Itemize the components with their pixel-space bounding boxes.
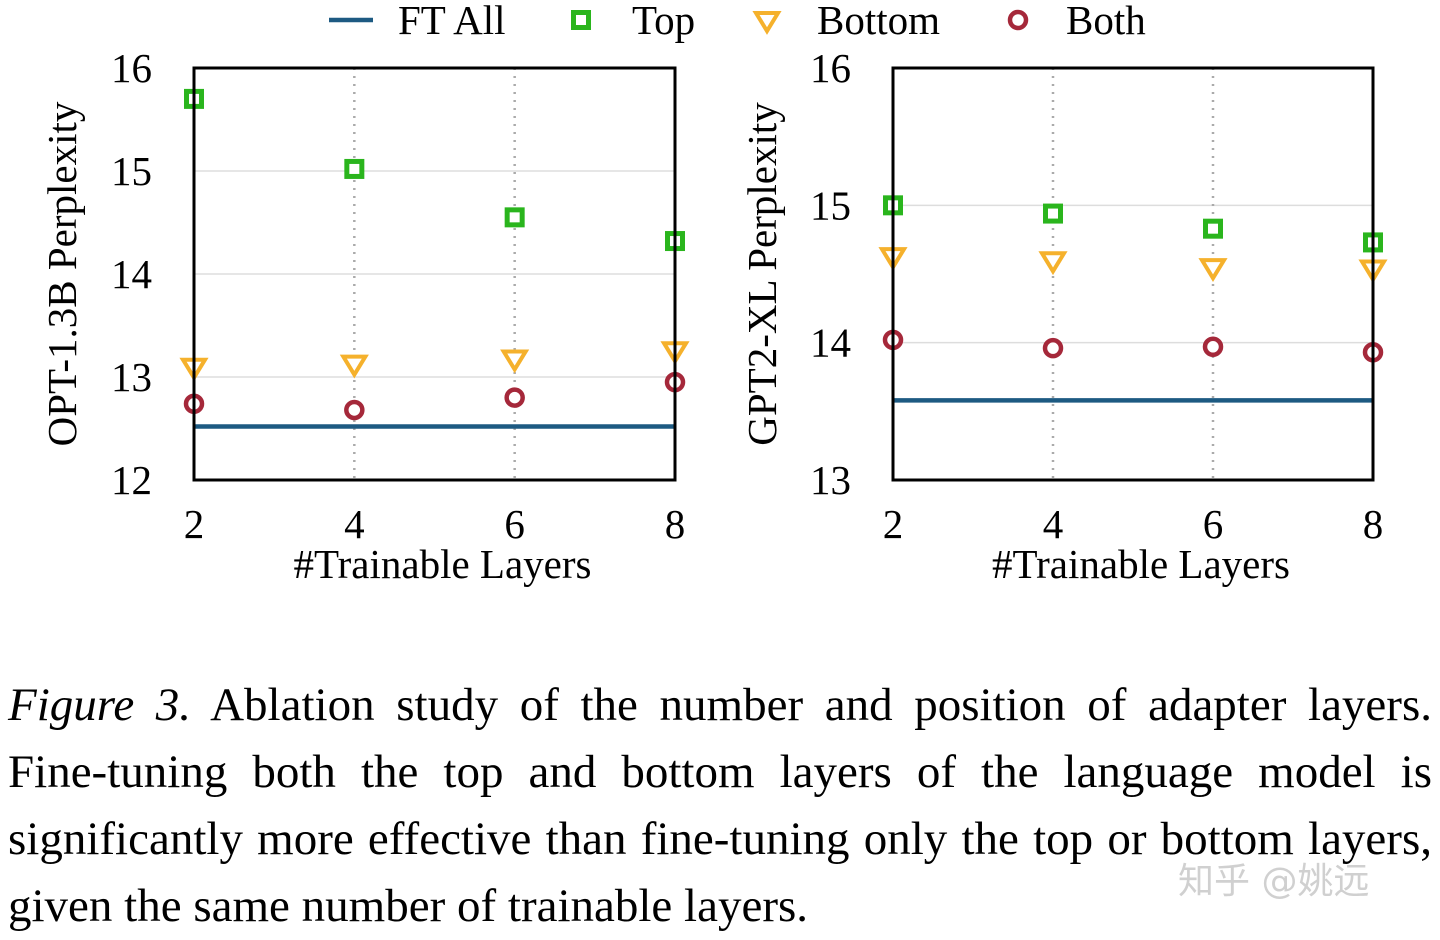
y-tick-label: 14: [111, 251, 152, 297]
figure-caption: Figure 3. Ablation study of the number a…: [8, 672, 1432, 940]
x-tick-label: 8: [665, 501, 686, 547]
x-tick-label: 4: [344, 501, 365, 547]
y-tick-label: 14: [810, 320, 851, 366]
y-tick-label: 13: [111, 354, 152, 400]
y-tick-label: 13: [810, 457, 851, 503]
y-tick-label: 16: [111, 45, 152, 91]
data-point-bottom: [339, 354, 369, 379]
data-point-bottom: [1038, 251, 1068, 276]
data-point-top: [344, 158, 365, 179]
legend-label-bottom: Bottom: [817, 0, 940, 43]
x-tick-label: 6: [1203, 501, 1224, 547]
data-point-top: [1043, 203, 1063, 224]
legend: FT All Top Bottom Both: [329, 0, 1146, 43]
data-point-both: [504, 387, 525, 408]
x-tick-label: 2: [184, 501, 205, 547]
legend-marker-top: [571, 10, 591, 30]
data-point-both: [1042, 337, 1064, 359]
y-tick-label: 15: [810, 182, 851, 228]
chart-panel-gpt2: 13 14 15 16 2 4 6 8 #Trainable Layers GPT2-XL Per…: [739, 45, 1388, 587]
chart-panel-opt: 12 13 14 15 16 2 4 6 8 #Trainable Layers OPT-1.3B …: [39, 45, 690, 587]
x-tick-label: 6: [504, 501, 525, 547]
y-axis-title: GPT2-XL Perplexity: [739, 102, 785, 446]
legend-label-both: Both: [1066, 0, 1146, 43]
caption-text: Ablation study of the number and positio…: [8, 679, 1432, 932]
x-axis-title: #Trainable Layers: [294, 541, 592, 587]
data-point-both: [1202, 336, 1224, 358]
data-point-both: [344, 399, 365, 421]
caption-label: Figure 3.: [8, 679, 192, 731]
x-tick-label: 4: [1043, 501, 1064, 547]
legend-marker-bottom: [752, 11, 782, 35]
legend-label-top: Top: [632, 0, 695, 43]
legend-marker-both: [1007, 9, 1029, 31]
x-axis-title: #Trainable Layers: [992, 541, 1290, 587]
data-point-bottom: [500, 349, 530, 374]
data-point-top: [1203, 218, 1223, 239]
plot-frame: [891, 66, 1375, 482]
watermark: 知乎 @姚远: [1178, 861, 1370, 902]
y-tick-label: 15: [111, 148, 152, 194]
x-tick-label: 8: [1363, 501, 1384, 547]
y-axis-title: OPT-1.3B Perplexity: [39, 101, 85, 446]
y-tick-label: 12: [111, 457, 152, 503]
data-point-top: [504, 207, 525, 228]
plot-frame: [192, 66, 677, 482]
y-tick-label: 16: [810, 45, 851, 91]
figure-canvas: FT All Top Bottom Both 12 13 14 15 16 2 4 6 8 #Train…: [39, 0, 1388, 587]
data-point-bottom: [1198, 258, 1228, 282]
x-tick-label: 2: [883, 501, 904, 547]
legend-label-ft-all: FT All: [398, 0, 506, 43]
